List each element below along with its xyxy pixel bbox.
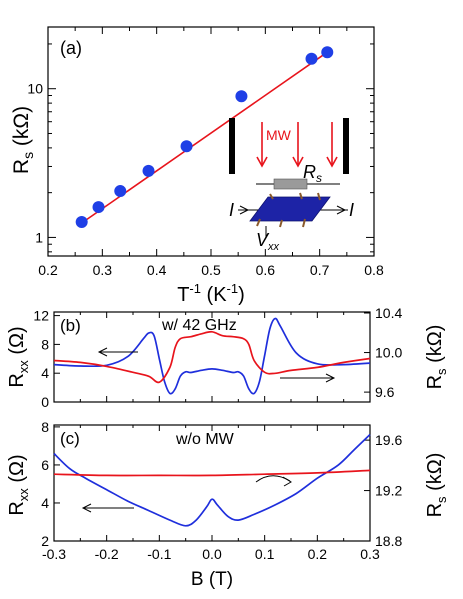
- panel-a-frame: [47, 26, 375, 257]
- panel-a-ytick-label: 10: [27, 81, 43, 97]
- panel-b-rs-trace: [53, 330, 371, 384]
- panel-a-data-point: [321, 46, 334, 59]
- panel-a-data-point: [142, 164, 155, 177]
- panel-b-left-ytick-label: 12: [33, 308, 49, 324]
- panel-a-ylabel: Rs (kΩ): [10, 106, 36, 174]
- panel-a-xtick-label: 0.5: [201, 262, 221, 278]
- panel-c-right-ytick-label: 19.6: [375, 432, 402, 448]
- panel-b: 0 4 8 12 9.6 10.0 10.4 (b) w/ 42 GHz Rxx (Ω) R…: [6, 305, 449, 410]
- inset-i-right: I: [349, 200, 354, 220]
- panel-c-xtick-label: -0.3: [42, 546, 66, 562]
- panel-c-left-arrow: [81, 503, 134, 513]
- panel-a-data-point: [114, 185, 127, 198]
- panel-c-xtick-label: 0.1: [255, 546, 275, 562]
- panel-a-data-point: [235, 90, 248, 103]
- panel-c-left-ylabel: Rxx (Ω): [6, 454, 31, 515]
- panel-a-xtick-label: 0.4: [147, 262, 167, 278]
- panel-c-xtick-label: -0.1: [147, 546, 171, 562]
- inset-i-left: I: [229, 200, 234, 220]
- inset-mw-label: MW: [266, 127, 292, 143]
- panel-c-xlabel: B (T): [191, 569, 233, 590]
- panel-a-data-point: [75, 215, 88, 228]
- inset-left-bar: [229, 118, 235, 174]
- panel-a-data-point: [305, 52, 318, 65]
- panel-b-right-ytick-label: 10.4: [375, 305, 402, 321]
- panel-c-left-ytick-label: 4: [41, 495, 49, 511]
- panel-b-lines: [53, 317, 371, 395]
- panel-a-xtick-label: 0.3: [93, 262, 113, 278]
- panel-c-ticks: -0.3 -0.2 -0.1 0.0 0.1 0.2 0.3 2 4 6 8 18.8 19.2 19.6: [41, 419, 402, 562]
- panel-a: 0.2 0.3 0.4 0.5 0.6 0.7 0.8 1 10 (a) Rs (kΩ) T-1…: [10, 26, 384, 306]
- panel-c-xtick-label: -0.2: [95, 546, 119, 562]
- panel-a-xtick-label: 0.7: [310, 262, 330, 278]
- inset-rs-label: Rs: [303, 162, 322, 185]
- panel-c-xtick-label: 0.2: [308, 546, 328, 562]
- panel-c: -0.3 -0.2 -0.1 0.0 0.1 0.2 0.3 2 4 6 8 18.8 19.2 19.6…: [6, 419, 449, 590]
- panel-b-right-ytick-label: 10.0: [375, 345, 402, 361]
- panel-a-xtick-label: 0.2: [38, 262, 58, 278]
- panel-b-left-ytick-label: 0: [41, 394, 49, 410]
- panel-b-left-arrow: [97, 347, 138, 357]
- panel-c-left-ytick-label: 8: [41, 419, 49, 435]
- panel-c-rxx-trace: [53, 433, 371, 527]
- panel-c-annotation: w/o MW: [175, 431, 235, 448]
- panel-c-right-ytick-label: 18.8: [375, 533, 402, 549]
- panel-c-right-ytick-label: 19.2: [375, 483, 402, 499]
- panel-b-label: (b): [60, 316, 81, 335]
- panel-a-xtick-label: 0.8: [364, 262, 384, 278]
- inset-right-bar: [343, 118, 349, 174]
- inset-sample-plate: [249, 196, 331, 222]
- panel-a-xtick-label: 0.6: [256, 262, 276, 278]
- panel-b-rxx-trace: [53, 317, 371, 395]
- inset-resistor: [273, 178, 308, 190]
- panel-a-xlabel: T-1 (K-1): [177, 281, 245, 306]
- panel-a-inset: MW Rs I I Vxx: [229, 118, 354, 253]
- panel-a-data-point: [92, 201, 105, 214]
- panel-c-rs-trace: [53, 469, 371, 477]
- panel-c-right-ylabel: Rs (kΩ): [424, 453, 449, 518]
- panel-b-right-arrow: [280, 373, 336, 383]
- panel-b-left-ytick-label: 4: [41, 365, 49, 381]
- inset-vxx-label: Vxx: [256, 230, 280, 253]
- panel-c-left-ytick-label: 6: [41, 457, 49, 473]
- panel-a-ytick-label: 1: [35, 229, 43, 245]
- inset-current-arrow-right: [336, 205, 347, 215]
- panel-a-label: (a): [60, 38, 82, 58]
- inset-mw-arrows: [256, 122, 338, 168]
- panel-a-ticks: 0.2 0.3 0.4 0.5 0.6 0.7 0.8 1 10: [27, 27, 384, 278]
- panel-a-data-point: [180, 140, 193, 153]
- inset-current-arrow-left: [239, 205, 250, 215]
- panel-b-right-ylabel: Rs (kΩ): [424, 325, 449, 390]
- panel-b-annotation: w/ 42 GHz: [161, 317, 237, 334]
- panel-b-left-ylabel: Rxx (Ω): [6, 326, 31, 387]
- panel-c-xtick-label: 0.0: [202, 546, 222, 562]
- panel-b-ticks: 0 4 8 12 9.6 10.0 10.4: [33, 305, 402, 410]
- panel-c-lines: [53, 433, 371, 527]
- panel-b-left-ytick-label: 8: [41, 336, 49, 352]
- panel-c-label: (c): [60, 429, 80, 448]
- panel-c-xtick-label: 0.3: [360, 546, 380, 562]
- panel-a-points: [75, 46, 334, 228]
- panel-c-left-ytick-label: 2: [41, 533, 49, 549]
- panel-c-curved-arrow: [255, 475, 292, 487]
- panel-b-right-ytick-label: 9.6: [375, 384, 395, 400]
- inset-contacts: [256, 192, 321, 228]
